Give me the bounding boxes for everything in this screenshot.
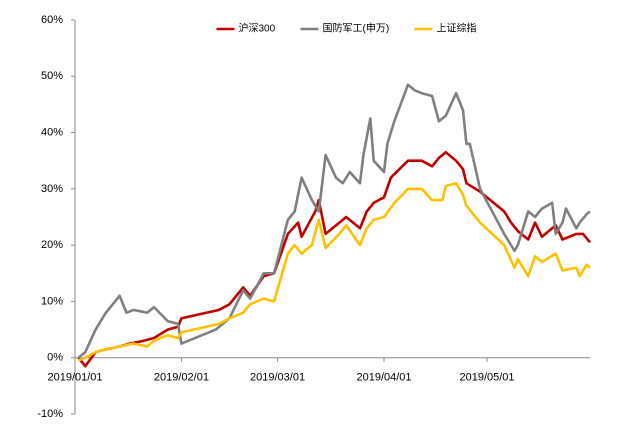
x-tick-label: 2019/01/01 bbox=[47, 372, 102, 384]
legend-label: 沪深300 bbox=[239, 22, 276, 35]
y-tick-label: 40% bbox=[41, 126, 63, 138]
series-line bbox=[77, 151, 592, 368]
x-tick-label: 2019/05/01 bbox=[459, 372, 514, 384]
y-tick-label: 50% bbox=[41, 70, 63, 82]
series-line bbox=[77, 181, 591, 362]
x-tick-label: 2019/02/01 bbox=[154, 372, 209, 384]
legend-label: 国防军工(申万) bbox=[323, 22, 390, 35]
legend-label: 上证综指 bbox=[437, 22, 477, 35]
y-tick-label: 10% bbox=[41, 295, 63, 307]
y-tick-label: 60% bbox=[41, 14, 63, 26]
y-tick-label: 0% bbox=[47, 352, 63, 364]
x-tick-label: 2019/03/01 bbox=[250, 372, 305, 384]
x-tick-label: 2019/04/01 bbox=[356, 372, 411, 384]
y-tick-label: -10% bbox=[37, 408, 63, 420]
y-tick-label: 30% bbox=[41, 183, 63, 195]
y-tick-label: 20% bbox=[41, 239, 63, 251]
series-line bbox=[77, 83, 591, 359]
